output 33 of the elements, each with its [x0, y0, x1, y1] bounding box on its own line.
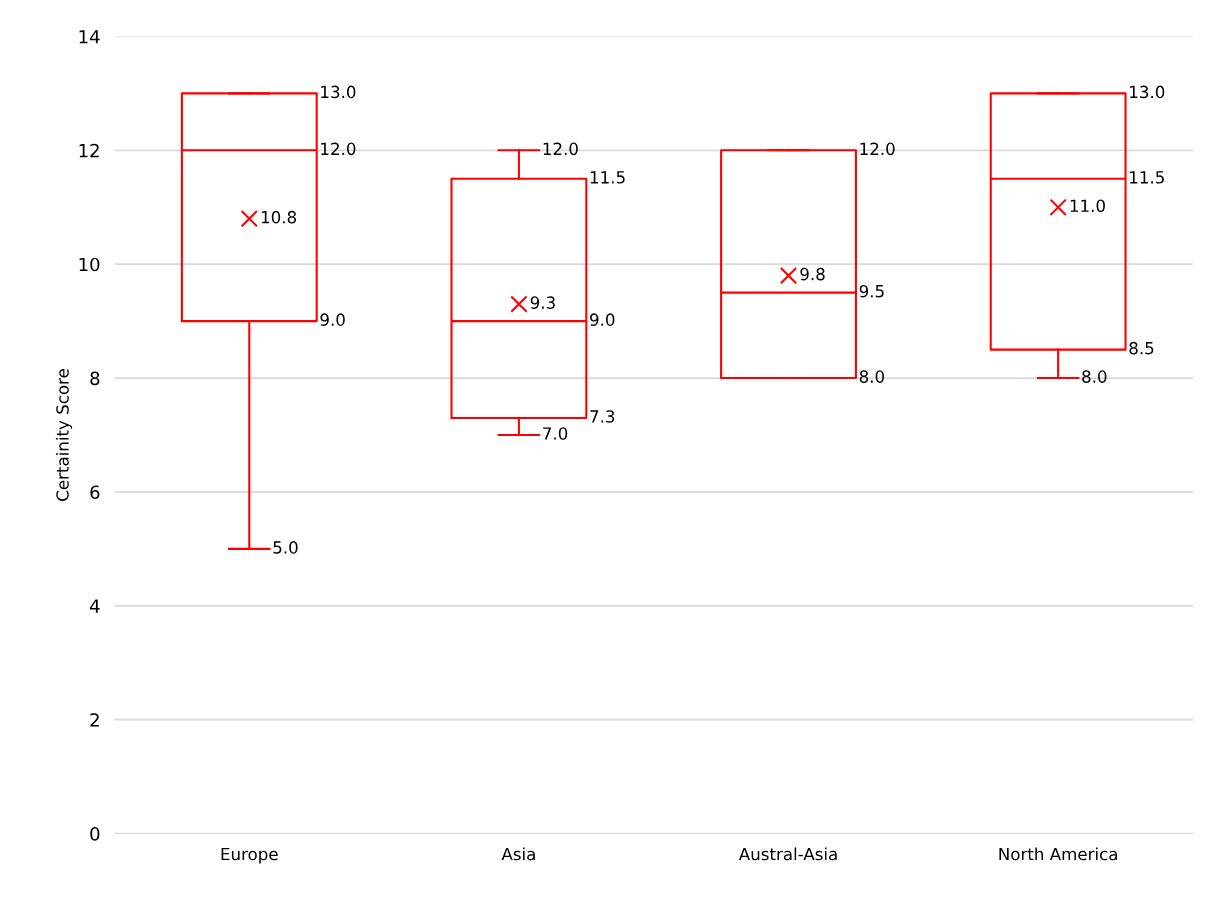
text: 13.0 — [321, 85, 356, 99]
text: 12.0 — [860, 142, 895, 156]
text: 13.0 — [1130, 85, 1165, 99]
text: 9.3 — [530, 296, 555, 309]
y-tick-label: 2 — [90, 713, 99, 727]
text: 7.0 — [543, 427, 568, 440]
x-tick-label: Europe — [221, 847, 278, 864]
y-tick-label: 0 — [90, 827, 100, 841]
y-tick-label: 12 — [79, 143, 99, 158]
y-tick-label: 8 — [90, 371, 100, 386]
text: 11.0 — [1070, 199, 1105, 213]
y-tick-label: 4 — [89, 599, 100, 613]
y-tick-label: 14 — [79, 30, 100, 44]
x-tick-label: North America — [999, 847, 1117, 861]
text: 9.5 — [859, 284, 884, 298]
text: 9.0 — [590, 313, 615, 326]
text: 5.0 — [273, 541, 298, 554]
text: 8.0 — [859, 370, 885, 383]
text: 11.5 — [1130, 171, 1164, 184]
y-tick-label: 6 — [90, 485, 100, 500]
text: 8.5 — [1129, 341, 1154, 355]
x-tick-label: Austral-Asia — [738, 847, 837, 861]
x-tick-label: Asia — [501, 847, 535, 861]
text: 8.0 — [1082, 370, 1107, 383]
y-axis-title: Certainity Score — [55, 369, 73, 501]
text: 7.3 — [590, 410, 615, 423]
text: 12.0 — [543, 142, 578, 156]
y-tick-label: 10 — [79, 257, 100, 272]
text: 9.8 — [800, 267, 825, 281]
text: 10.8 — [261, 210, 297, 224]
text: 12.0 — [321, 142, 356, 156]
text: 9.0 — [320, 313, 345, 326]
text: 11.5 — [590, 171, 625, 184]
